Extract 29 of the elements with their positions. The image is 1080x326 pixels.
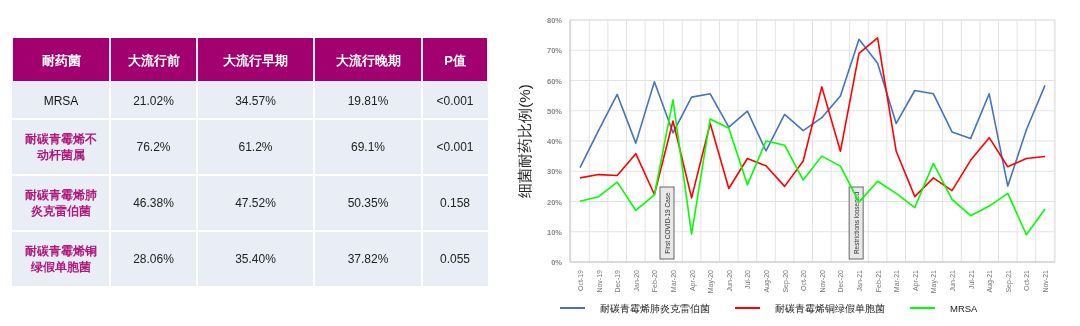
- legend-label: 耐碳青霉烯铜绿假单胞菌: [775, 303, 885, 314]
- text: 50.35%: [347, 196, 389, 210]
- category-label: P值: [444, 52, 466, 68]
- category-label: 大流行早期: [223, 52, 288, 68]
- category-label: 耐碳青霉烯铜绿假单胞菌: [25, 244, 97, 274]
- text: MRSA: [43, 94, 79, 108]
- category-label: 大流行前: [127, 52, 180, 68]
- legend-label: MRSA: [950, 303, 979, 314]
- category-label: 耐碳青霉烯肺炎克雷伯菌: [25, 188, 97, 218]
- y-axis-title: 细菌耐药比例(%): [516, 84, 533, 198]
- text: 0.055: [439, 252, 471, 266]
- text: 37.82%: [347, 252, 389, 266]
- text: 28.06%: [133, 252, 174, 266]
- text: 61.2%: [238, 140, 273, 154]
- text: 76.2%: [136, 140, 171, 154]
- text: 19.81%: [347, 94, 389, 108]
- text: 35.40%: [235, 252, 276, 266]
- text: 46.38%: [133, 196, 174, 210]
- text: <0.001: [436, 140, 474, 154]
- category-label: 大流行晚期: [335, 52, 401, 68]
- legend-label: 耐碳青霉烯肺炎克雷伯菌: [600, 303, 710, 314]
- text: 34.57%: [235, 94, 276, 108]
- text: 21.02%: [133, 94, 174, 108]
- text: 0.158: [439, 196, 471, 210]
- text: 耐药菌: [41, 52, 81, 68]
- category-label: 耐碳青霉烯不动杆菌属: [25, 132, 97, 162]
- text: 47.52%: [235, 196, 276, 210]
- text: <0.001: [436, 94, 474, 108]
- text: 69.1%: [350, 140, 386, 154]
